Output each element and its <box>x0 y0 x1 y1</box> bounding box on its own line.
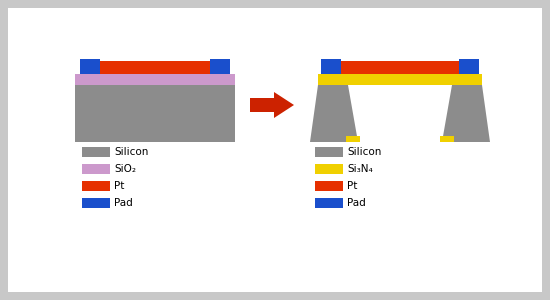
FancyBboxPatch shape <box>346 136 360 142</box>
FancyBboxPatch shape <box>440 136 454 142</box>
Text: Silicon: Silicon <box>347 147 381 157</box>
FancyBboxPatch shape <box>75 74 235 85</box>
FancyBboxPatch shape <box>97 61 213 74</box>
Text: Pt: Pt <box>347 181 358 191</box>
FancyBboxPatch shape <box>315 198 343 208</box>
Polygon shape <box>442 85 490 142</box>
Text: Si₃N₄: Si₃N₄ <box>347 164 373 174</box>
FancyBboxPatch shape <box>210 59 230 74</box>
FancyBboxPatch shape <box>321 59 341 74</box>
Text: Pad: Pad <box>114 198 133 208</box>
FancyBboxPatch shape <box>8 8 542 292</box>
FancyBboxPatch shape <box>82 164 110 174</box>
Text: Silicon: Silicon <box>114 147 148 157</box>
FancyBboxPatch shape <box>315 181 343 191</box>
FancyBboxPatch shape <box>318 74 482 85</box>
Text: Pt: Pt <box>114 181 124 191</box>
FancyBboxPatch shape <box>340 61 460 74</box>
FancyBboxPatch shape <box>80 59 100 74</box>
FancyBboxPatch shape <box>459 59 479 74</box>
FancyBboxPatch shape <box>315 147 343 157</box>
FancyBboxPatch shape <box>315 164 343 174</box>
FancyBboxPatch shape <box>82 198 110 208</box>
Text: Pad: Pad <box>347 198 366 208</box>
FancyBboxPatch shape <box>75 85 235 142</box>
Polygon shape <box>250 92 294 118</box>
Text: SiO₂: SiO₂ <box>114 164 136 174</box>
Polygon shape <box>310 85 358 142</box>
FancyBboxPatch shape <box>82 147 110 157</box>
FancyBboxPatch shape <box>82 181 110 191</box>
